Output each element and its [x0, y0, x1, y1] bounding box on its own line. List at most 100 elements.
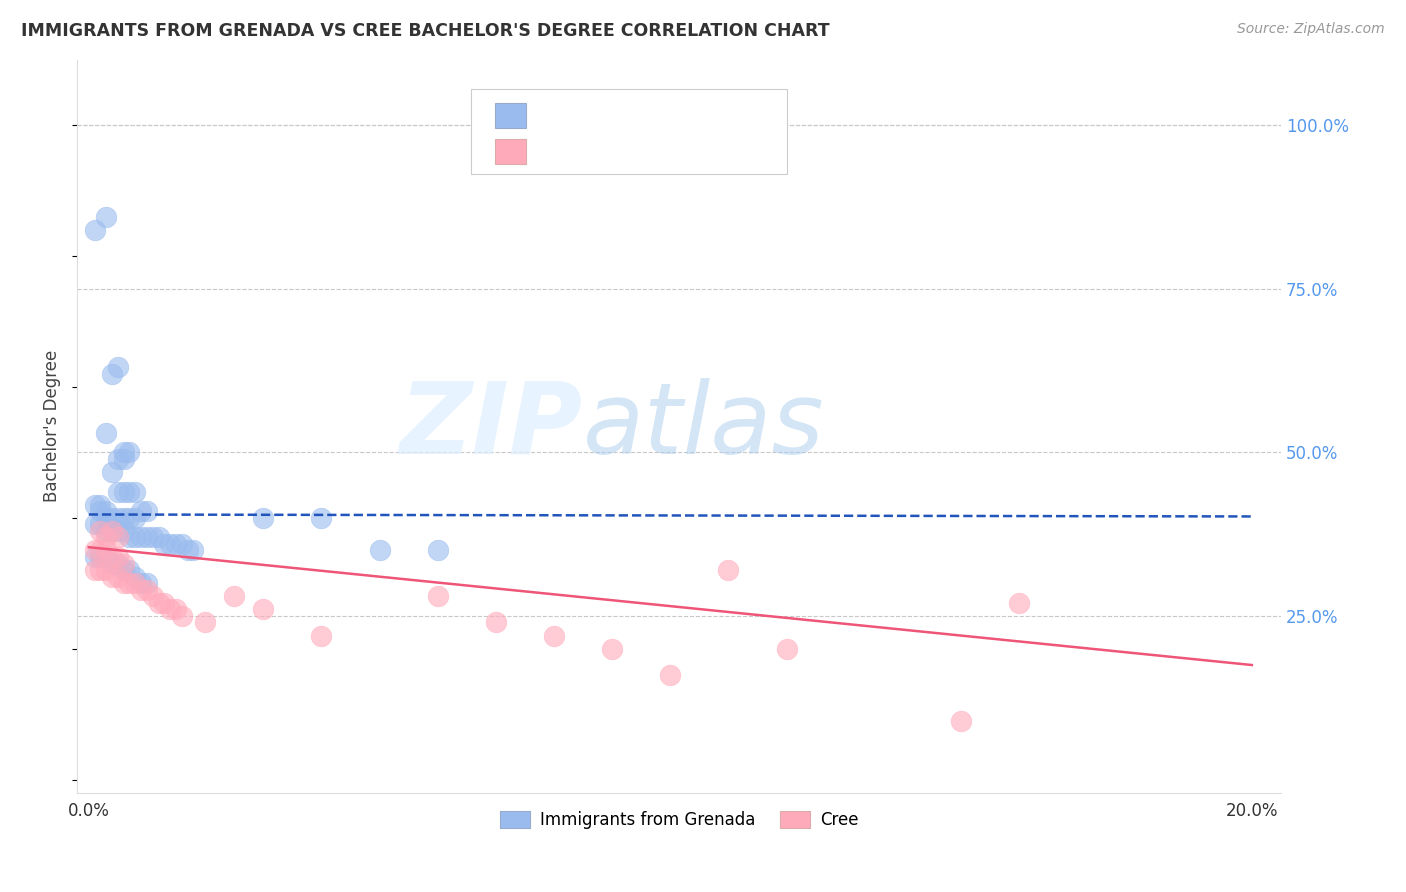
Point — [543, 629, 565, 643]
Point — [101, 524, 124, 538]
Point — [107, 569, 129, 583]
Point — [775, 641, 797, 656]
Legend: Immigrants from Grenada, Cree: Immigrants from Grenada, Cree — [494, 804, 865, 836]
Point — [124, 484, 146, 499]
Text: R =: R = — [543, 107, 579, 125]
Point — [148, 530, 170, 544]
Point — [83, 563, 105, 577]
Point — [252, 510, 274, 524]
Point — [112, 510, 135, 524]
Point — [112, 451, 135, 466]
Point — [170, 609, 193, 624]
Point — [135, 530, 157, 544]
Point — [183, 543, 205, 558]
Point — [124, 510, 146, 524]
Point — [118, 510, 141, 524]
Point — [118, 563, 141, 577]
Point — [426, 589, 449, 603]
Point — [101, 367, 124, 381]
Point — [96, 530, 118, 544]
Point — [118, 484, 141, 499]
Point — [124, 569, 146, 583]
Text: atlas: atlas — [582, 377, 824, 475]
Point — [112, 563, 135, 577]
Point — [368, 543, 391, 558]
Point — [89, 563, 111, 577]
Point — [107, 360, 129, 375]
Point — [311, 629, 333, 643]
Point — [950, 714, 973, 728]
Point — [83, 517, 105, 532]
Point — [101, 510, 124, 524]
Point — [89, 549, 111, 564]
Point — [89, 504, 111, 518]
Point — [426, 543, 449, 558]
Text: 39: 39 — [700, 143, 724, 161]
Point — [89, 517, 111, 532]
Text: -0.006: -0.006 — [585, 107, 638, 125]
Text: N =: N = — [652, 107, 704, 125]
Point — [96, 510, 118, 524]
Point — [112, 557, 135, 571]
Point — [129, 582, 152, 597]
Point — [129, 530, 152, 544]
Point — [101, 465, 124, 479]
Point — [112, 445, 135, 459]
Text: -0.353: -0.353 — [585, 143, 638, 161]
Text: N =: N = — [652, 143, 704, 161]
Point — [129, 576, 152, 591]
Point — [101, 549, 124, 564]
Point — [107, 530, 129, 544]
Text: Source: ZipAtlas.com: Source: ZipAtlas.com — [1237, 22, 1385, 37]
Text: 58: 58 — [700, 107, 723, 125]
Point — [224, 589, 246, 603]
Point — [112, 484, 135, 499]
Point — [135, 576, 157, 591]
Point — [107, 510, 129, 524]
Text: ZIP: ZIP — [399, 377, 582, 475]
Point — [118, 530, 141, 544]
Point — [96, 210, 118, 224]
Point — [717, 563, 740, 577]
Text: R =: R = — [543, 143, 579, 161]
Point — [311, 510, 333, 524]
Point — [96, 504, 118, 518]
Point — [124, 576, 146, 591]
Point — [96, 563, 118, 577]
Point — [107, 451, 129, 466]
Point — [107, 484, 129, 499]
Point — [96, 549, 118, 564]
Point — [485, 615, 508, 630]
Point — [83, 543, 105, 558]
Point — [153, 537, 176, 551]
Point — [101, 569, 124, 583]
Point — [176, 543, 198, 558]
Point — [153, 596, 176, 610]
Point — [101, 557, 124, 571]
Point — [96, 543, 118, 558]
Point — [83, 549, 105, 564]
Point — [142, 530, 165, 544]
Point — [1008, 596, 1031, 610]
Point — [142, 589, 165, 603]
Point — [124, 530, 146, 544]
Point — [659, 668, 682, 682]
Point — [112, 576, 135, 591]
Point — [89, 498, 111, 512]
Point — [107, 524, 129, 538]
Point — [148, 596, 170, 610]
Point — [159, 537, 181, 551]
Point — [83, 223, 105, 237]
Point — [194, 615, 217, 630]
Point — [107, 557, 129, 571]
Point — [135, 582, 157, 597]
Point — [96, 524, 118, 538]
Point — [170, 537, 193, 551]
Point — [83, 498, 105, 512]
Point — [96, 425, 118, 440]
Point — [89, 524, 111, 538]
Text: IMMIGRANTS FROM GRENADA VS CREE BACHELOR'S DEGREE CORRELATION CHART: IMMIGRANTS FROM GRENADA VS CREE BACHELOR… — [21, 22, 830, 40]
Point — [165, 602, 187, 616]
Point — [159, 602, 181, 616]
Point — [107, 549, 129, 564]
